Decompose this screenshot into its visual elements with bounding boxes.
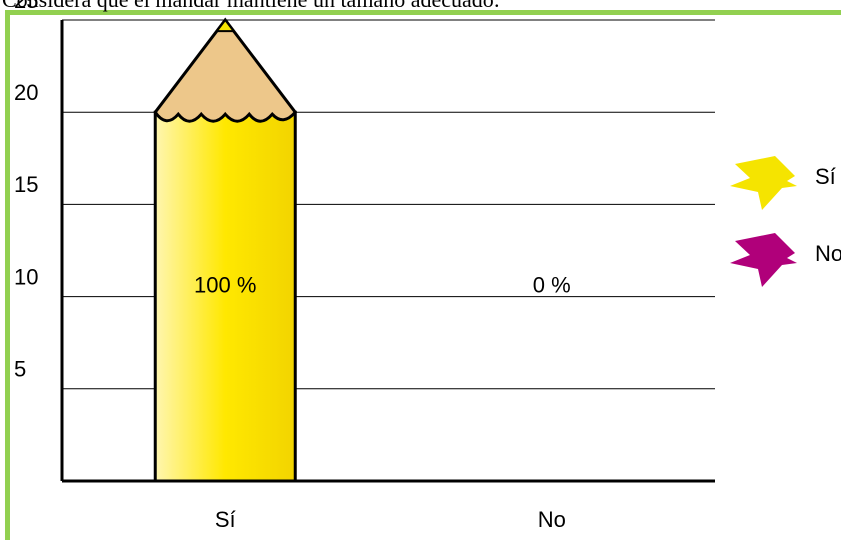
y-tick-label: 15 — [14, 172, 38, 197]
y-tick-label: 10 — [14, 264, 38, 289]
chart-title: Considera que el mandar mantiene un tama… — [2, 0, 500, 12]
legend-label: Sí — [815, 164, 836, 189]
pencil-tip — [153, 17, 298, 123]
legend-marker — [730, 233, 797, 287]
legend-marker — [730, 156, 797, 210]
legend-label: No — [815, 241, 841, 266]
value-label: 0 % — [533, 272, 571, 297]
value-label: 100 % — [194, 272, 256, 297]
y-tick-label: 25 — [14, 0, 38, 13]
x-tick-label: Sí — [215, 507, 236, 532]
pencil-lead — [214, 18, 236, 33]
frame — [5, 10, 841, 540]
x-tick-label: No — [538, 507, 566, 532]
y-tick-label: 5 — [14, 357, 26, 382]
y-tick-label: 20 — [14, 80, 38, 105]
